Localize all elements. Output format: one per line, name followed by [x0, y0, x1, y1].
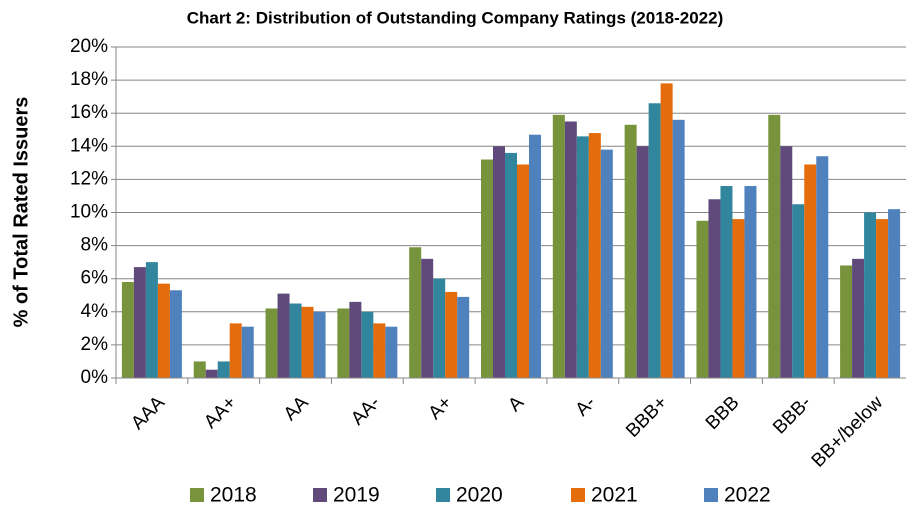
x-tick-label: BBB- [769, 392, 815, 438]
bar [337, 308, 350, 378]
bar [660, 83, 673, 378]
bar [804, 164, 817, 378]
bar [205, 369, 218, 378]
bar [493, 146, 505, 378]
y-tick-label: 18% [70, 69, 108, 90]
bar [852, 258, 865, 378]
bar [600, 149, 613, 378]
y-tick-label: 10% [70, 202, 108, 223]
bar [792, 204, 805, 378]
bar [385, 326, 398, 378]
bar [576, 136, 589, 378]
bar [517, 164, 529, 378]
bar [277, 293, 290, 378]
bar [624, 124, 637, 378]
bar [696, 220, 709, 378]
chart-title: Chart 2: Distribution of Outstanding Com… [187, 8, 724, 27]
x-tick-label: A- [572, 392, 600, 420]
bar [421, 258, 434, 378]
bar [361, 311, 374, 378]
legend-swatch [704, 488, 718, 502]
bar [169, 290, 182, 378]
bar [720, 186, 733, 378]
bar [481, 159, 493, 378]
x-tick-label: AA [280, 392, 313, 425]
bar [529, 134, 541, 378]
bar [552, 114, 565, 378]
bar [564, 121, 577, 378]
bar [217, 361, 230, 378]
bar [816, 156, 829, 378]
bar [505, 152, 517, 378]
y-tick-label: 4% [81, 301, 109, 322]
bar [409, 247, 422, 378]
bar [708, 199, 721, 378]
bar [888, 209, 901, 378]
x-tick-label: BB+/below [808, 392, 888, 472]
bar [732, 219, 745, 378]
x-tick-label: AA- [347, 392, 384, 429]
bar [349, 301, 362, 378]
bar [313, 311, 326, 378]
legend-swatch [190, 488, 204, 502]
bar [133, 267, 146, 378]
bar [433, 278, 446, 378]
y-tick-label: 12% [70, 168, 108, 189]
legend-label: 2020 [456, 484, 503, 507]
bar [265, 308, 278, 378]
legend-label: 2022 [724, 484, 771, 507]
y-axis-title: % of Total Rated Issuers [10, 97, 32, 328]
y-tick-label: 0% [81, 367, 109, 388]
legend-swatch [436, 488, 450, 502]
legend-swatch [313, 488, 327, 502]
y-tick-label: 6% [81, 268, 109, 289]
bar [289, 303, 302, 378]
legend-swatch [571, 488, 585, 502]
bar [301, 306, 314, 378]
bar [672, 119, 685, 378]
x-tick-label: AA+ [200, 392, 241, 433]
bar [648, 103, 661, 379]
bar [457, 296, 470, 378]
x-tick-label: BBB+ [622, 392, 672, 442]
y-tick-label: 20% [70, 36, 108, 57]
bar [121, 282, 134, 378]
y-tick-label: 8% [81, 235, 109, 256]
bar [157, 283, 170, 378]
y-tick-label: 16% [70, 102, 108, 123]
x-tick-label: A [504, 392, 528, 416]
bar [588, 133, 601, 378]
bar [145, 262, 158, 378]
bar [373, 323, 386, 378]
bar [229, 323, 242, 378]
bar [636, 146, 649, 378]
bar [840, 265, 853, 378]
x-tick-label: BBB [702, 392, 744, 434]
bar [193, 361, 206, 378]
bar [876, 219, 889, 378]
legend-label: 2018 [210, 484, 257, 507]
bar [241, 326, 254, 378]
x-tick-label: A+ [425, 392, 457, 424]
bar [744, 186, 757, 378]
y-tick-label: 2% [81, 334, 109, 355]
bar [445, 291, 458, 378]
y-tick-label: 14% [70, 135, 108, 156]
bar [864, 212, 877, 378]
legend-label: 2021 [591, 484, 638, 507]
legend-label: 2019 [333, 484, 380, 507]
bar [768, 114, 781, 378]
x-tick-label: AAA [127, 392, 169, 434]
bar [780, 146, 793, 378]
